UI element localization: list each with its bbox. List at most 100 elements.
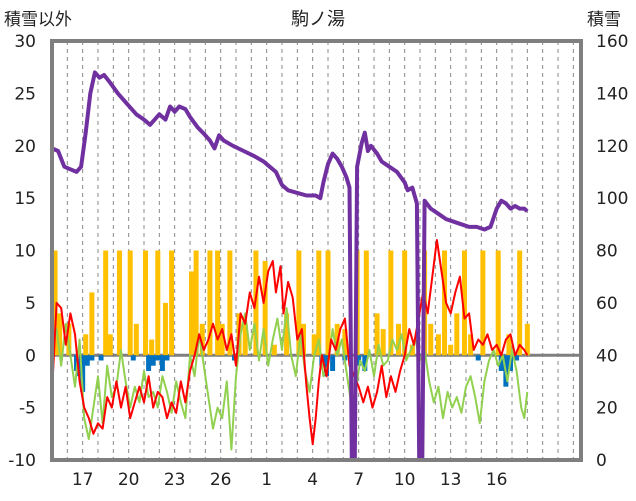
precip-bar bbox=[409, 344, 415, 356]
precip-bar bbox=[199, 323, 205, 356]
precip-bar bbox=[284, 313, 290, 356]
right-tick-label: 160 bbox=[596, 32, 628, 52]
precip-bar bbox=[149, 339, 155, 356]
precip-bar bbox=[363, 250, 369, 356]
temperature-line bbox=[51, 239, 529, 446]
precip-bar bbox=[495, 250, 501, 356]
precip-bar bbox=[428, 323, 434, 356]
x-tick-label: 17 bbox=[72, 470, 94, 490]
x-tick-label: 1 bbox=[261, 470, 272, 490]
left-tick-label: 5 bbox=[25, 294, 36, 314]
precip-bar bbox=[262, 260, 268, 356]
left-axis-title: 積雪以外 bbox=[4, 10, 72, 30]
negative-bar bbox=[155, 355, 161, 361]
precip-bar bbox=[133, 323, 139, 356]
left-tick-label: 15 bbox=[14, 189, 36, 209]
negative-bar bbox=[130, 355, 136, 361]
precip-bar bbox=[442, 250, 448, 356]
right-tick-label: 20 bbox=[596, 399, 618, 419]
left-tick-label: -5 bbox=[19, 399, 36, 419]
negative-bar bbox=[498, 355, 504, 371]
negative-bar bbox=[164, 355, 170, 361]
precip-bar bbox=[242, 323, 248, 356]
negative-bar bbox=[98, 355, 104, 361]
negative-bar bbox=[159, 355, 165, 371]
precip-bar bbox=[480, 250, 486, 356]
x-tick-label: 23 bbox=[164, 470, 186, 490]
left-tick-label: 20 bbox=[14, 137, 36, 157]
precip-bar bbox=[388, 250, 394, 356]
x-tick-label: 20 bbox=[118, 470, 140, 490]
precip-bar bbox=[517, 250, 523, 356]
x-tick-label: 13 bbox=[440, 470, 462, 490]
precipitation-bars bbox=[52, 250, 530, 356]
left-tick-label: 25 bbox=[14, 84, 36, 104]
precip-bar bbox=[461, 250, 467, 356]
negative-bar bbox=[330, 355, 336, 371]
right-tick-label: 0 bbox=[596, 451, 607, 471]
left-tick-label: 0 bbox=[25, 346, 36, 366]
precip-bar bbox=[374, 313, 380, 356]
precip-bar bbox=[468, 334, 474, 356]
precip-bar bbox=[271, 344, 277, 356]
precip-bar bbox=[311, 334, 317, 356]
negative-bar bbox=[323, 355, 329, 377]
negative-bar bbox=[356, 355, 362, 366]
precip-bar bbox=[316, 250, 322, 356]
precip-bar bbox=[162, 302, 168, 356]
chart-title: 駒ノ湯 bbox=[291, 9, 345, 30]
precip-bar bbox=[127, 250, 133, 356]
negative-bar bbox=[77, 355, 83, 377]
left-y-tick-labels: 30 25 20 15 10 5 0 -5 -10 bbox=[8, 32, 36, 471]
precip-bar bbox=[83, 334, 89, 356]
precip-bar bbox=[189, 271, 195, 356]
precip-bar bbox=[107, 334, 113, 356]
plot-frame bbox=[50, 39, 583, 462]
right-tick-label: 100 bbox=[596, 189, 628, 209]
right-tick-label: 60 bbox=[596, 294, 618, 314]
x-tick-labels: 17 20 23 26 1 4 7 10 13 16 bbox=[72, 470, 508, 490]
green-series-line bbox=[51, 307, 529, 451]
precip-bar bbox=[296, 250, 302, 356]
negative-bar bbox=[514, 355, 520, 361]
right-tick-label: 40 bbox=[596, 346, 618, 366]
precip-bar bbox=[143, 250, 149, 356]
x-tick-label: 10 bbox=[394, 470, 416, 490]
precip-bar bbox=[524, 323, 530, 356]
snow-depth-line bbox=[51, 70, 529, 462]
right-axis-title: 積雪 bbox=[587, 10, 621, 30]
x-tick-label: 4 bbox=[307, 470, 318, 490]
precip-bar bbox=[342, 329, 348, 356]
negative-bar bbox=[475, 355, 481, 361]
precip-bar bbox=[215, 250, 221, 356]
negative-bar bbox=[80, 355, 86, 392]
precip-bar bbox=[325, 250, 331, 356]
precip-bar bbox=[219, 323, 225, 356]
x-tick-label: 26 bbox=[210, 470, 232, 490]
negative-bar bbox=[362, 355, 368, 371]
precip-bar bbox=[435, 334, 441, 356]
left-tick-label: -10 bbox=[8, 451, 36, 471]
left-tick-label: 10 bbox=[14, 242, 36, 262]
precip-bar bbox=[454, 313, 460, 356]
precip-bar bbox=[193, 250, 199, 356]
precip-bar bbox=[207, 250, 213, 356]
precip-bar bbox=[103, 250, 109, 356]
precip-bar bbox=[227, 250, 233, 356]
right-tick-label: 140 bbox=[596, 84, 628, 104]
precip-bar bbox=[396, 323, 402, 356]
left-tick-label: 30 bbox=[14, 32, 36, 52]
x-tick-label: 7 bbox=[353, 470, 364, 490]
precip-bar bbox=[402, 250, 408, 356]
precip-bar bbox=[448, 344, 454, 356]
negative-bar bbox=[150, 355, 156, 366]
precip-bar bbox=[155, 250, 161, 356]
precip-bar bbox=[52, 250, 58, 356]
negative-bar bbox=[146, 355, 152, 371]
precip-bar bbox=[57, 313, 63, 356]
right-tick-label: 80 bbox=[596, 242, 618, 262]
right-y-tick-labels: 160 140 120 100 80 60 40 20 0 bbox=[596, 32, 628, 471]
precip-bar bbox=[116, 250, 122, 356]
x-tick-label: 16 bbox=[486, 470, 508, 490]
